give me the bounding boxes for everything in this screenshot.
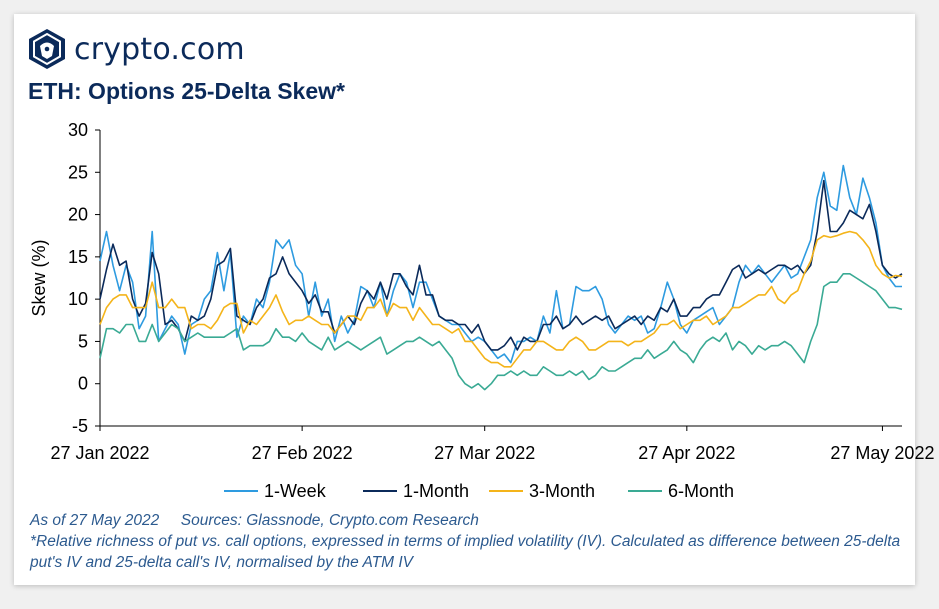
brand-name: crypto.com [74,31,245,67]
series-line-1-week [99,164,902,364]
legend-label: 1-Week [264,481,327,501]
x-tick-label: 27 Jan 2022 [50,443,149,463]
brand-header: crypto.com [28,24,245,74]
y-tick-label: 10 [68,289,88,309]
y-tick-label: -5 [72,416,88,436]
legend-label: 6-Month [668,481,734,501]
series-line-3-month [99,230,903,368]
series-line-1-month [99,179,903,351]
y-tick-label: 15 [68,247,88,267]
x-tick-label: 27 May 2022 [830,443,934,463]
legend-label: 1-Month [403,481,469,501]
x-tick-label: 27 Apr 2022 [638,443,735,463]
x-tick-label: 27 Mar 2022 [434,443,535,463]
x-tick-label: 27 Feb 2022 [252,443,353,463]
footnote: As of 27 May 2022 Sources: Glassnode, Cr… [30,510,910,573]
series-line-6-month [99,273,903,391]
y-tick-label: 20 [68,205,88,225]
y-tick-label: 0 [78,374,88,394]
footnote-definition: *Relative richness of put vs. call optio… [30,533,901,571]
crypto-com-lion-shield-icon [29,29,65,69]
y-tick-label: 25 [68,162,88,182]
chart-title: ETH: Options 25-Delta Skew* [28,78,345,104]
chart-card: crypto.com ETH: Options 25-Delta Skew* A… [14,14,915,585]
y-tick-label: 5 [78,331,88,351]
footnote-sources: As of 27 May 2022 Sources: Glassnode, Cr… [30,512,479,529]
y-axis-label: Skew (%) [29,239,49,316]
legend-label: 3-Month [529,481,595,501]
y-tick-label: 30 [68,120,88,140]
